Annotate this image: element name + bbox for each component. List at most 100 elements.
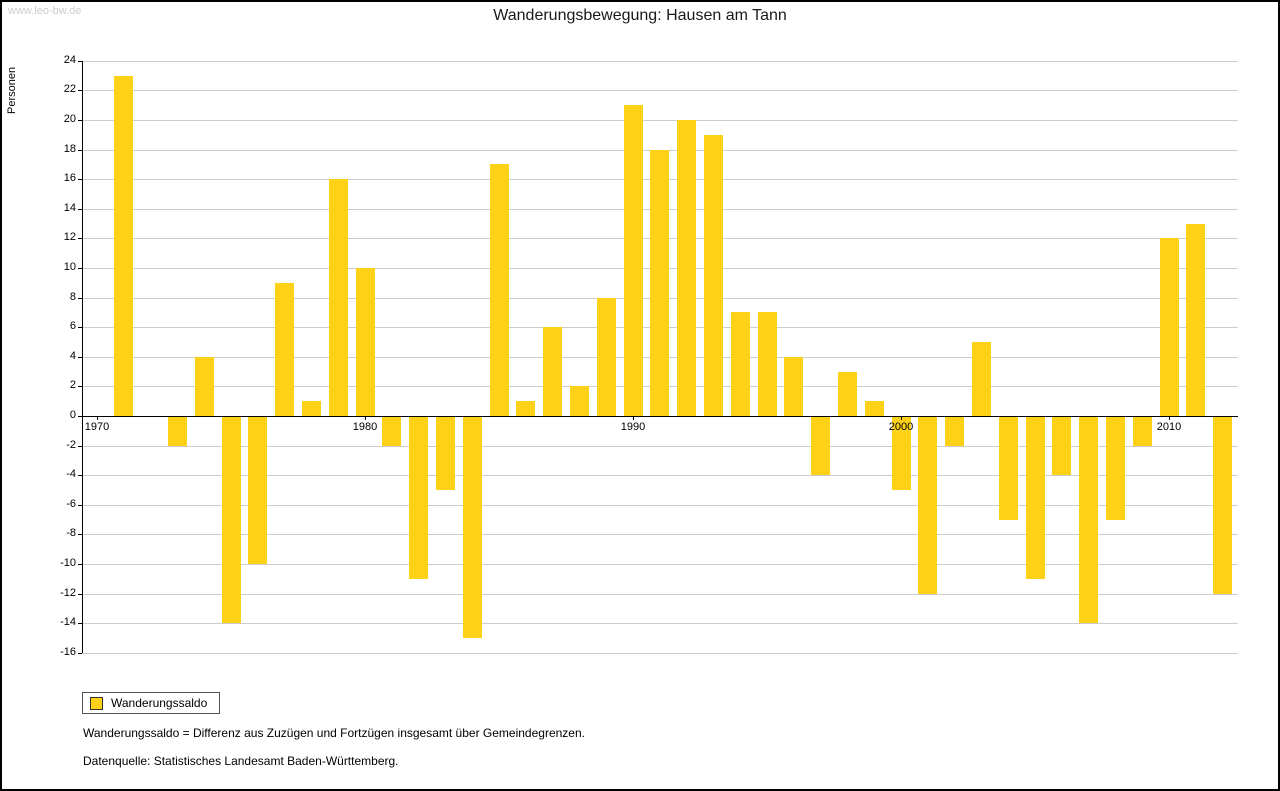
gridline [82, 475, 1238, 477]
y-tick-label: 0 [69, 409, 76, 421]
gridline [82, 120, 1238, 121]
gridline [82, 445, 1238, 447]
y-tick-mark [78, 297, 82, 299]
y-tick-mark [78, 534, 82, 536]
bar-1975 [221, 416, 241, 624]
bar-2005 [1025, 416, 1045, 579]
bar-1985 [489, 164, 509, 416]
x-tick-mark [1169, 416, 1170, 420]
gridline [82, 652, 1238, 654]
y-tick-mark [78, 208, 82, 210]
x-tick-label: 2000 [888, 421, 914, 433]
y-tick-mark [78, 564, 82, 565]
bar-1990 [623, 105, 643, 416]
y-tick-mark [78, 475, 82, 477]
bar-1977 [275, 282, 295, 416]
y-tick-mark [78, 327, 82, 329]
y-tick-mark [78, 386, 82, 388]
bar-1995 [757, 312, 777, 416]
y-tick-label: 18 [63, 142, 76, 155]
bar-2003 [971, 342, 991, 416]
bar-1994 [730, 312, 750, 416]
bar-1986 [516, 401, 536, 416]
y-tick-label: 16 [63, 172, 76, 185]
y-tick-label: 8 [69, 290, 76, 303]
x-tick-mark [97, 416, 98, 420]
footnote-source: Datenquelle: Statistisches Landesamt Bad… [83, 754, 399, 768]
y-tick-mark [78, 90, 82, 92]
bar-1981 [382, 416, 402, 446]
gridline [82, 564, 1238, 565]
y-tick-label: 22 [63, 83, 76, 96]
legend-swatch [90, 696, 103, 710]
legend-label: Wanderungssaldo [111, 696, 208, 710]
x-tick-label: 2010 [1156, 421, 1182, 433]
watermark: www.leo-bw.de [8, 5, 82, 17]
bar-1979 [328, 179, 348, 416]
y-tick-mark [78, 60, 82, 62]
bar-1984 [462, 416, 482, 638]
bar-1973 [167, 416, 187, 446]
chart-title: Wanderungsbewegung: Hausen am Tann [493, 7, 787, 24]
gridline [82, 534, 1238, 536]
x-axis-line [82, 416, 1238, 417]
y-tick-label: 20 [63, 113, 76, 125]
y-tick-mark [78, 652, 82, 654]
y-tick-mark [78, 356, 82, 358]
y-tick-mark [78, 416, 82, 417]
bar-2012 [1213, 416, 1233, 594]
bar-1983 [435, 416, 455, 490]
y-tick-label: -14 [60, 616, 76, 629]
y-tick-label: 12 [63, 231, 76, 244]
bar-1976 [248, 416, 268, 564]
y-tick-label: -2 [66, 438, 76, 451]
bar-1997 [811, 416, 831, 476]
y-tick-label: 2 [69, 379, 76, 392]
y-tick-label: 24 [63, 53, 76, 66]
x-tick-label: 1970 [84, 421, 110, 433]
bar-2008 [1105, 416, 1125, 520]
bar-1974 [194, 356, 214, 416]
y-tick-label: -12 [60, 586, 76, 599]
gridline [82, 593, 1238, 595]
y-tick-label: 10 [63, 261, 76, 273]
gridline [82, 90, 1238, 92]
bar-1980 [355, 268, 375, 416]
bar-2002 [945, 416, 965, 446]
y-tick-mark [78, 445, 82, 447]
legend: Wanderungssaldo [82, 692, 221, 714]
bar-1982 [409, 416, 429, 579]
bar-1993 [703, 134, 723, 416]
bar-1989 [596, 297, 616, 416]
y-tick-mark [78, 504, 82, 506]
y-tick-mark [78, 268, 82, 269]
bar-1971 [114, 75, 134, 416]
gridline [82, 623, 1238, 625]
gridline [82, 504, 1238, 506]
y-tick-mark [78, 593, 82, 595]
y-tick-mark [78, 179, 82, 181]
bar-1996 [784, 356, 804, 416]
y-tick-mark [78, 149, 82, 151]
bar-2001 [918, 416, 938, 594]
x-tick-mark [901, 416, 902, 420]
x-tick-mark [633, 416, 634, 420]
y-axis-line [82, 60, 83, 653]
y-tick-mark [78, 623, 82, 625]
gridline [82, 60, 1238, 62]
footnote-definition: Wanderungssaldo = Differenz aus Zuzügen … [83, 726, 585, 740]
y-tick-label: 14 [63, 201, 76, 214]
y-tick-label: -6 [66, 497, 76, 510]
bar-1978 [301, 401, 321, 416]
y-tick-label: -8 [66, 527, 76, 540]
x-tick-label: 1990 [620, 421, 646, 433]
bar-2009 [1132, 416, 1152, 446]
bar-1992 [677, 120, 697, 416]
x-tick-mark [365, 416, 366, 420]
x-tick-label: 1980 [352, 421, 378, 433]
bar-1999 [864, 401, 884, 416]
y-tick-mark [78, 120, 82, 121]
y-tick-label: 6 [69, 320, 76, 333]
